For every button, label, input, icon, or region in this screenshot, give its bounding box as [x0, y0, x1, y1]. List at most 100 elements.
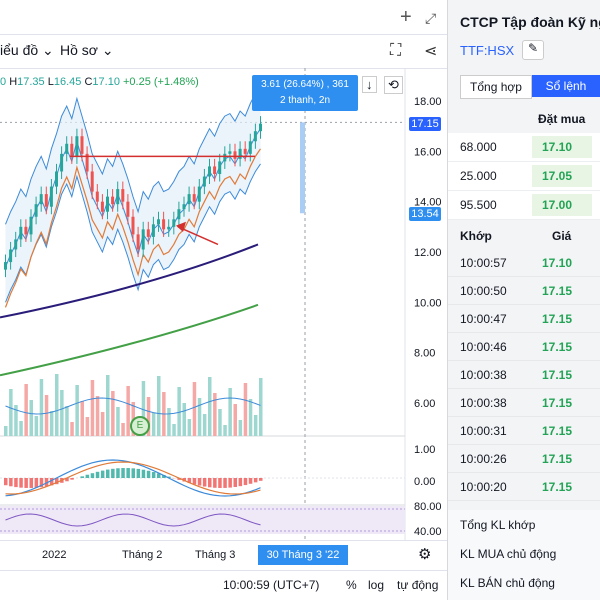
plus-icon[interactable]: +: [400, 6, 412, 29]
candle-body: [116, 189, 119, 204]
volume-bar: [198, 398, 202, 436]
download-icon[interactable]: ↓: [362, 76, 377, 93]
summary-sell-volume: KL BÁN chủ động: [460, 576, 555, 590]
volume-bar: [239, 420, 243, 436]
candle-body: [101, 202, 104, 212]
macd-histogram-bar: [86, 475, 90, 478]
macd-histogram-bar: [96, 472, 100, 478]
volume-bar: [19, 421, 23, 436]
candle-body: [198, 187, 201, 202]
volume-bar: [60, 390, 64, 436]
edit-icon[interactable]: ✎: [522, 40, 544, 60]
volume-bar: [70, 422, 74, 436]
measure-bar: [300, 122, 305, 213]
trade-price: 17.10: [542, 256, 572, 270]
trade-time: 10:00:26: [460, 452, 507, 466]
candle-body: [24, 227, 27, 235]
macd-histogram-bar: [259, 478, 263, 481]
macd-histogram-bar: [137, 469, 141, 478]
bid-row[interactable]: 25.000 17.05: [448, 162, 600, 191]
candle-body: [65, 144, 68, 154]
macd-histogram-bar: [4, 478, 8, 485]
status-bar: 10:00:59 (UTC+7) % log tự động: [0, 570, 447, 601]
macd-histogram-bar: [213, 478, 217, 488]
candle-body: [234, 151, 237, 159]
bid-volume: 25.000: [460, 169, 497, 183]
volume-bar: [228, 388, 232, 436]
volume-bar: [208, 377, 212, 436]
volume-bar: [203, 414, 207, 436]
macd-histogram-bar: [254, 478, 258, 482]
reset-icon[interactable]: ⟲: [384, 76, 403, 94]
candle-body: [259, 124, 262, 132]
volume-bar: [96, 396, 100, 436]
trade-header-price: Giá: [552, 229, 571, 243]
candle-body: [137, 234, 140, 249]
bid-price: 17.05: [532, 165, 592, 187]
trade-price: 17.15: [542, 424, 572, 438]
trade-price: 17.15: [542, 368, 572, 382]
share-icon[interactable]: ⋖: [424, 41, 437, 61]
chevron-down-icon: ⌄: [42, 42, 54, 58]
measure-line1: 3.61 (26.64%) , 361: [252, 77, 358, 93]
chart-top-bar: + ⤢: [0, 0, 447, 35]
rsi-range: [0, 506, 405, 534]
volume-bar: [55, 374, 59, 436]
earnings-badge[interactable]: E: [130, 416, 150, 436]
price-tick-label: 8.00: [414, 348, 435, 360]
macd-pane: [0, 460, 405, 496]
macd-histogram-bar: [244, 478, 248, 485]
volume-bar: [172, 424, 176, 436]
ticker-label[interactable]: TTF:HSX: [460, 43, 514, 58]
bid-volume: 68.000: [460, 140, 497, 154]
candle-body: [14, 239, 17, 249]
gear-icon[interactable]: ⚙: [418, 545, 431, 563]
percent-toggle[interactable]: %: [346, 578, 357, 592]
company-name: CTCP Tập đoàn Kỹ ng: [460, 14, 600, 30]
volume-bar: [50, 411, 54, 436]
price-tick-label: 40.00: [414, 526, 442, 538]
cursor-date-label: 30 Tháng 3 '22: [258, 545, 348, 565]
candle-body: [172, 219, 175, 227]
expand-icon[interactable]: ⤢: [425, 10, 436, 27]
volume-bar: [193, 382, 197, 436]
volume-bar: [86, 417, 90, 436]
price-tick-label: 80.00: [414, 501, 442, 513]
profile-label: Hồ sơ: [60, 42, 98, 58]
macd-histogram-bar: [106, 470, 110, 478]
macd-histogram-bar: [198, 478, 202, 486]
trade-time: 10:00:47: [460, 312, 507, 326]
macd-histogram-bar: [223, 478, 227, 488]
ma-long-line: [0, 305, 258, 375]
tab-summary[interactable]: Tổng hợp: [460, 75, 532, 99]
macd-histogram-bar: [19, 478, 23, 488]
trade-price: 17.15: [542, 284, 572, 298]
rsi-pane: [0, 506, 405, 534]
macd-histogram-bar: [111, 469, 115, 478]
profile-button[interactable]: Hồ sơ ⌄: [60, 42, 114, 59]
tab-order-book[interactable]: Sổ lệnh: [532, 75, 600, 97]
price-chart[interactable]: 18.0016.0014.0012.0010.008.006.001.000.0…: [0, 68, 447, 540]
volume-bar: [121, 423, 125, 436]
candle-body: [9, 249, 12, 262]
macd-histogram-bar: [249, 478, 253, 484]
candle-body: [147, 229, 150, 237]
volume-bar: [234, 404, 238, 436]
candle-body: [60, 154, 63, 172]
macd-histogram-bar: [142, 470, 146, 478]
chart-toolbar: iểu đồ ⌄ Hồ sơ ⌄ ⛶ ⋖: [0, 34, 447, 69]
macd-histogram-bar: [203, 478, 207, 487]
macd-histogram-bar: [121, 468, 125, 478]
volume-bar: [116, 407, 120, 436]
macd-histogram-bar: [116, 468, 120, 478]
auto-toggle[interactable]: tự động: [397, 578, 438, 592]
log-toggle[interactable]: log: [368, 578, 384, 592]
chart-type-button[interactable]: iểu đồ ⌄: [0, 42, 54, 59]
volume-bar: [188, 419, 192, 436]
candle-body: [126, 202, 129, 217]
fullscreen-icon[interactable]: ⛶: [390, 42, 401, 60]
